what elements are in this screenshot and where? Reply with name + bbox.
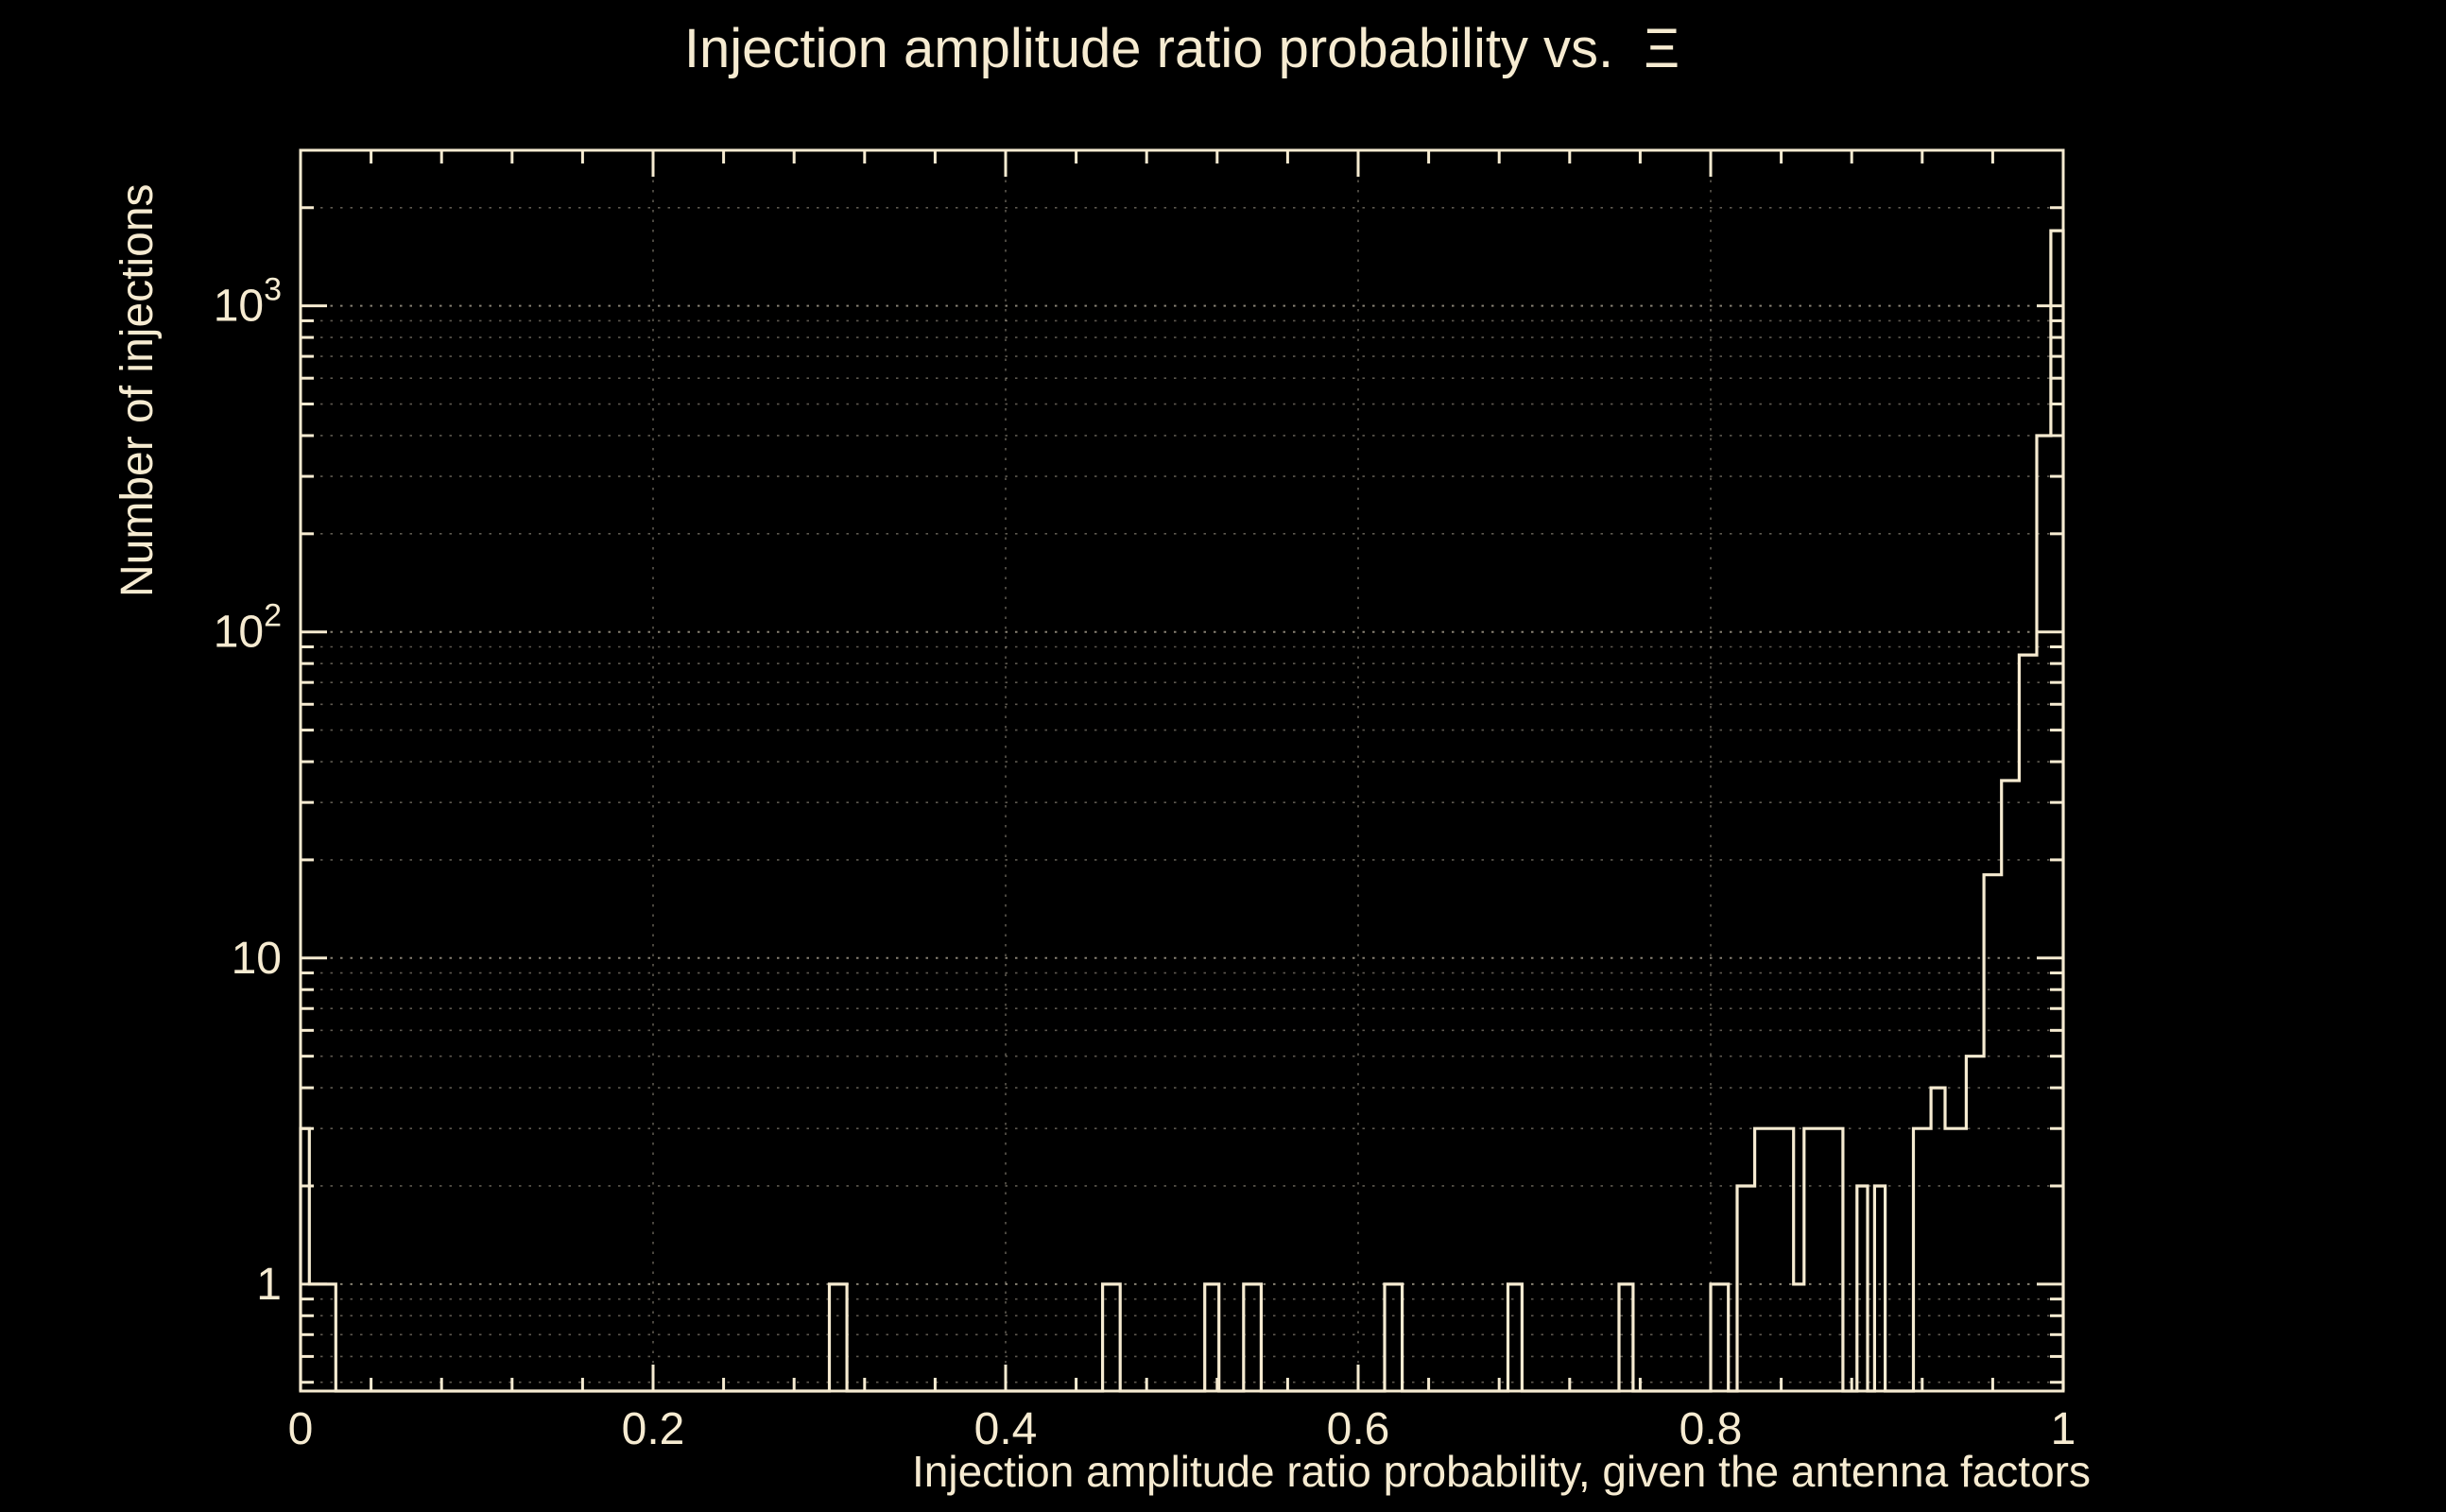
tick-labels: 0 0.2 0.4 0.6 0.8 1 1 10 102 103: [214, 272, 2076, 1454]
y-tick-label: 102: [214, 598, 282, 658]
chart-title: Injection amplitude ratio probability vs…: [683, 18, 1680, 79]
histogram-line: [299, 229, 2065, 1393]
y-tick-label: 103: [214, 272, 282, 332]
histogram: [299, 229, 2065, 1393]
x-tick-label: 0.2: [622, 1404, 685, 1454]
x-tick-label: 1: [2051, 1404, 2076, 1454]
y-tick-label: 1: [256, 1260, 282, 1310]
x-tick-label: 0: [288, 1404, 314, 1454]
grid-lines: [301, 150, 2064, 1391]
axis-ticks: [299, 148, 2065, 1391]
y-tick-label: 10: [232, 934, 282, 984]
x-tick-label: 0.4: [974, 1404, 1038, 1454]
plot-frame: [299, 148, 2065, 1393]
x-tick-label: 0.8: [1679, 1404, 1743, 1454]
x-tick-label: 0.6: [1327, 1404, 1390, 1454]
x-axis-label: Injection amplitude ratio probability, g…: [911, 1447, 2091, 1496]
